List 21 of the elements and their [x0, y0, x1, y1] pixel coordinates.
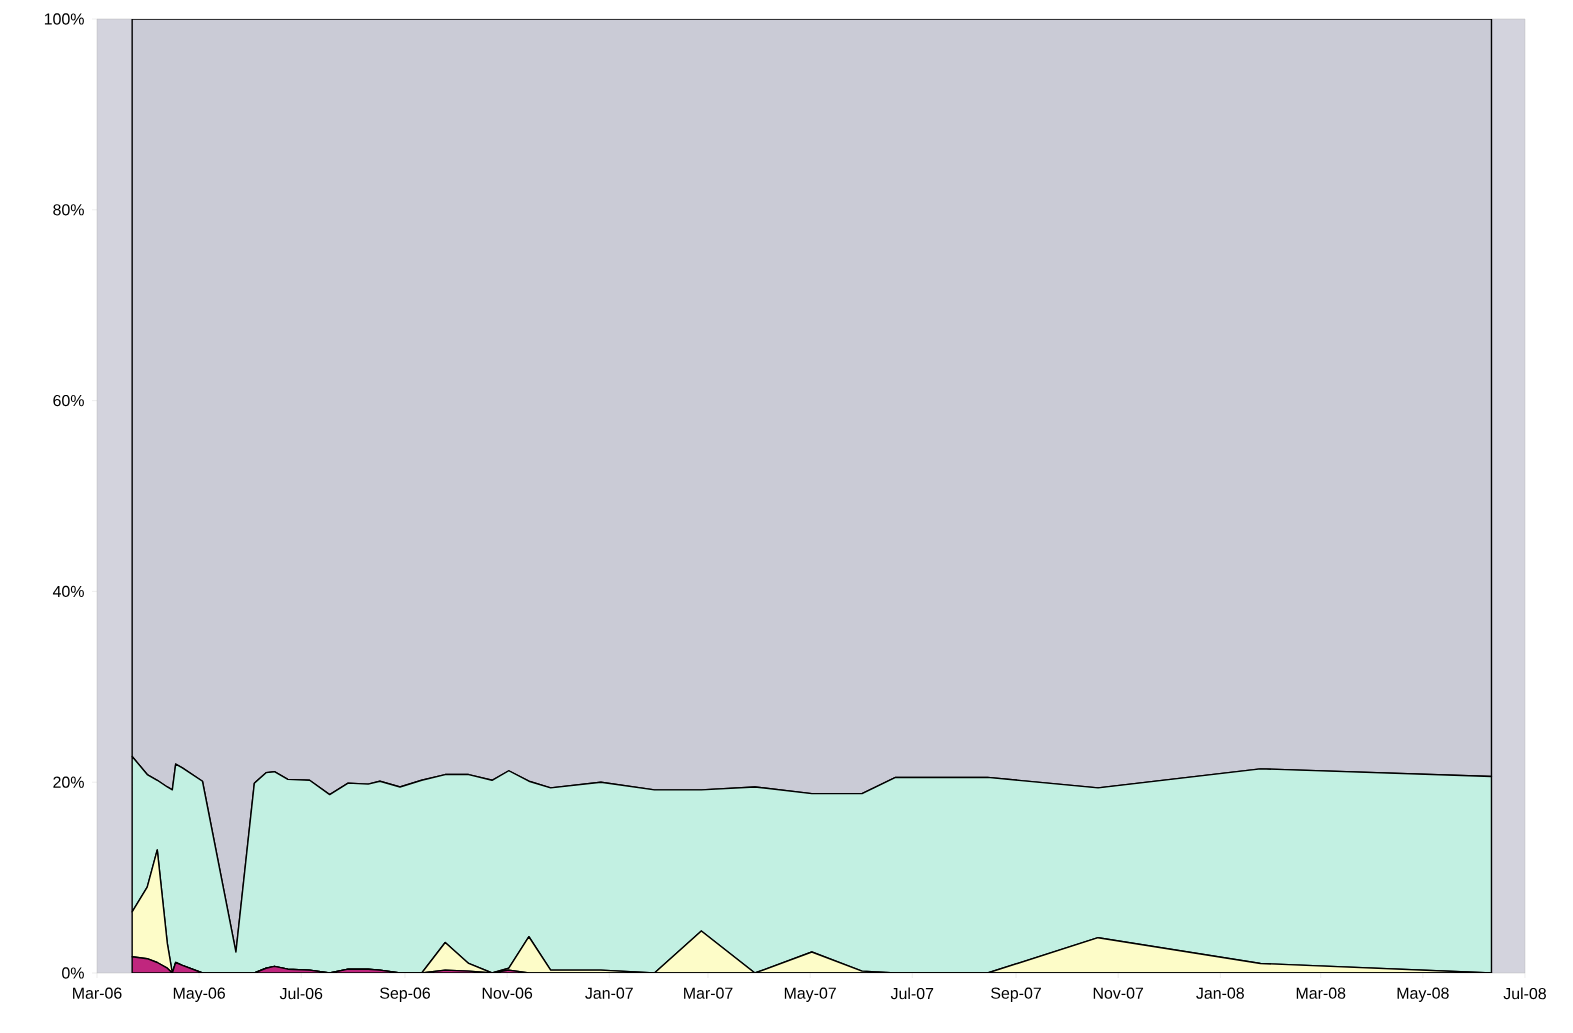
x-tick-label: Jan-08	[1196, 987, 1244, 999]
x-tick-label: May-08	[1397, 987, 1449, 1002]
x-tick-label: Jul-07	[890, 987, 934, 1000]
y-tick-label: 60%	[53, 394, 84, 407]
y-tick-label: 100%	[44, 13, 84, 25]
x-tick-label: Sep-06	[380, 987, 431, 1002]
x-tick-label: Jul-06	[279, 987, 323, 1000]
x-tick-label: Jul-08	[1503, 987, 1546, 1000]
y-tick-label: 20%	[53, 776, 84, 788]
x-tick-label: Mar-06	[73, 987, 122, 999]
x-tick-label: Mar-08	[1296, 987, 1346, 999]
x-tick-label: Jan-07	[585, 987, 633, 999]
x-tick-label: May-07	[784, 987, 836, 1002]
y-tick-label: 40%	[52, 585, 84, 598]
y-tick-label: 80%	[53, 204, 84, 216]
y-tick-label: 0%	[62, 967, 84, 979]
x-tick-label: May-06	[173, 987, 225, 1002]
x-tick-label: Sep-07	[991, 987, 1041, 1002]
x-tick-label: Mar-07	[684, 987, 733, 999]
x-tick-label: Nov-06	[482, 987, 533, 999]
x-tick-label: Nov-07	[1093, 987, 1144, 999]
